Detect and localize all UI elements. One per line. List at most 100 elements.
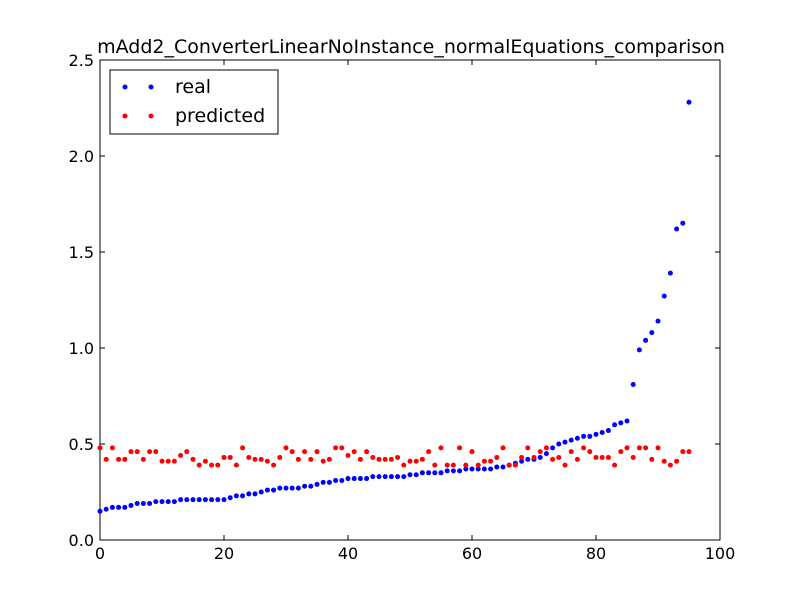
point-predicted (240, 445, 246, 451)
legend-label-predicted: predicted (175, 105, 265, 127)
point-predicted (357, 456, 363, 462)
point-real (271, 487, 277, 493)
point-predicted (153, 449, 159, 455)
point-predicted (506, 462, 512, 468)
point-real (475, 466, 481, 472)
point-real (419, 470, 425, 476)
y-axis-tick-labels: 0.0 0.5 1.0 1.5 2.0 2.5 (69, 51, 94, 550)
legend-marker-real (148, 84, 154, 90)
point-real (587, 433, 593, 439)
point-real (165, 499, 171, 505)
point-predicted (630, 454, 636, 460)
point-predicted (463, 462, 469, 468)
point-real (605, 428, 611, 434)
point-real (661, 293, 667, 299)
point-real (624, 418, 630, 424)
point-real (438, 470, 444, 476)
point-real (630, 381, 636, 387)
point-real (308, 483, 314, 489)
point-real (295, 485, 301, 491)
point-predicted (550, 456, 556, 462)
point-predicted (147, 449, 153, 455)
point-predicted (537, 449, 543, 455)
point-real (134, 501, 140, 507)
point-real (97, 508, 103, 514)
point-predicted (512, 462, 518, 468)
point-predicted (568, 449, 574, 455)
point-predicted (599, 454, 605, 460)
point-real (109, 504, 115, 510)
point-real (140, 501, 146, 507)
point-predicted (419, 456, 425, 462)
point-predicted (581, 445, 587, 451)
point-real (481, 466, 487, 472)
point-real (550, 445, 556, 451)
point-real (209, 497, 215, 503)
point-real (667, 270, 673, 276)
point-real (302, 483, 308, 489)
y-tick-label: 0.0 (69, 531, 94, 550)
point-real (395, 474, 401, 480)
point-real (289, 485, 295, 491)
point-predicted (277, 454, 283, 460)
y-tick-label: 1.0 (69, 339, 94, 358)
point-predicted (531, 454, 537, 460)
point-predicted (624, 445, 630, 451)
point-real (215, 497, 221, 503)
point-real (153, 499, 159, 505)
point-predicted (475, 462, 481, 468)
point-real (680, 220, 686, 226)
point-real (562, 439, 568, 445)
point-predicted (289, 449, 295, 455)
point-predicted (605, 454, 611, 460)
point-predicted (252, 456, 258, 462)
point-real (283, 485, 289, 491)
point-predicted (674, 458, 680, 464)
point-predicted (302, 449, 308, 455)
point-real (382, 474, 388, 480)
point-real (494, 464, 500, 470)
y-tick-label: 2.0 (69, 147, 94, 166)
x-tick-label: 60 (462, 544, 482, 563)
point-real (450, 468, 456, 474)
point-predicted (283, 445, 289, 451)
legend: real predicted (109, 69, 279, 135)
point-predicted (444, 462, 450, 468)
point-real (314, 481, 320, 487)
point-real (320, 479, 326, 485)
point-predicted (500, 445, 506, 451)
point-predicted (227, 454, 233, 460)
point-predicted (649, 456, 655, 462)
point-real (401, 474, 407, 480)
y-tick-label: 1.5 (69, 243, 94, 262)
point-predicted (178, 453, 184, 459)
point-predicted (494, 454, 500, 460)
point-predicted (432, 462, 438, 468)
point-predicted (109, 445, 115, 451)
point-real (488, 466, 494, 472)
point-predicted (655, 445, 661, 451)
point-predicted (184, 449, 190, 455)
point-predicted (426, 449, 432, 455)
point-predicted (376, 456, 382, 462)
point-real (240, 493, 246, 499)
point-real (339, 477, 345, 483)
point-real (122, 504, 128, 510)
legend-marker-predicted (122, 113, 128, 119)
legend-box (109, 69, 279, 135)
point-real (556, 441, 562, 447)
point-predicted (636, 445, 642, 451)
point-predicted (97, 445, 103, 451)
point-real (178, 497, 184, 503)
chart-title: mAdd2_ConverterLinearNoInstance_normalEq… (97, 36, 725, 58)
point-predicted (351, 449, 357, 455)
x-tick-label: 20 (214, 544, 234, 563)
x-tick-label: 100 (705, 544, 736, 563)
point-predicted (457, 445, 463, 451)
x-tick-label: 0 (95, 544, 105, 563)
point-predicted (525, 445, 531, 451)
point-real (519, 458, 525, 464)
point-real (469, 466, 475, 472)
point-predicted (401, 462, 407, 468)
